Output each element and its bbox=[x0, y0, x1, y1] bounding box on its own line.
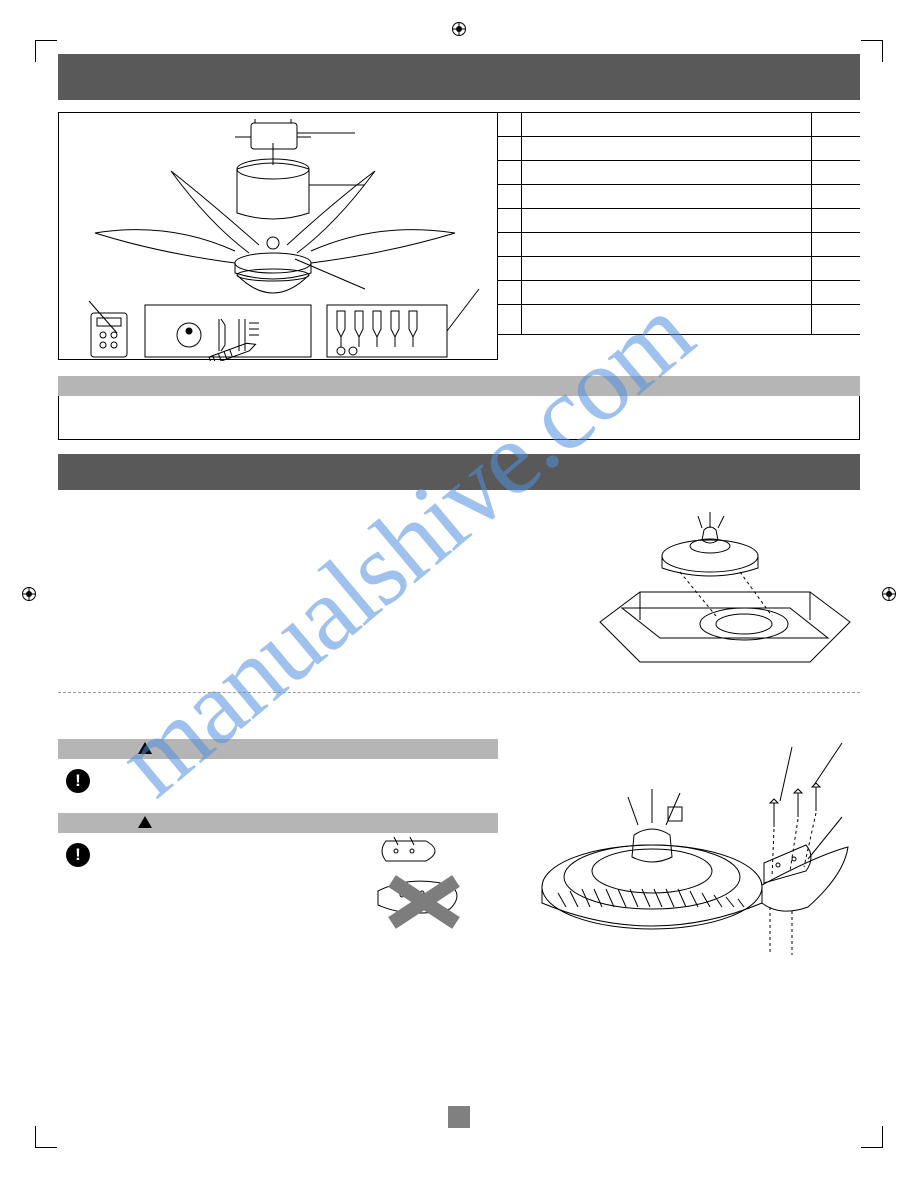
table-cell bbox=[522, 281, 812, 304]
step-1 bbox=[58, 512, 860, 672]
page-content: ! ! bbox=[58, 54, 860, 1128]
page-number-box bbox=[448, 1106, 470, 1128]
warning-header bbox=[58, 739, 498, 759]
table-cell bbox=[812, 257, 860, 280]
safety-info-body bbox=[58, 396, 860, 440]
table-cell bbox=[812, 305, 860, 334]
assembly-bar bbox=[58, 454, 860, 490]
warning-box: ! bbox=[58, 739, 498, 807]
step-1-figure bbox=[580, 512, 860, 672]
step-2: ! ! bbox=[58, 707, 860, 1007]
package-contents-diagram bbox=[58, 112, 498, 360]
exclamation-icon: ! bbox=[66, 843, 90, 867]
table-cell bbox=[522, 257, 812, 280]
table-cell bbox=[522, 137, 812, 160]
table-cell bbox=[498, 161, 522, 184]
table-cell bbox=[498, 281, 522, 304]
caution-box: ! bbox=[58, 813, 498, 891]
package-contents-bar bbox=[58, 54, 860, 100]
table-cell bbox=[522, 113, 812, 136]
table-cell bbox=[812, 233, 860, 256]
table-cell bbox=[812, 281, 860, 304]
warning-triangle-icon bbox=[138, 742, 152, 754]
table-cell bbox=[498, 233, 522, 256]
table-cell bbox=[498, 257, 522, 280]
table-cell bbox=[498, 113, 522, 136]
table-cell bbox=[522, 233, 812, 256]
step-separator bbox=[58, 692, 860, 693]
caution-header bbox=[58, 813, 498, 833]
table-cell bbox=[522, 185, 812, 208]
table-cell bbox=[498, 305, 522, 334]
table-cell bbox=[522, 161, 812, 184]
table-cell bbox=[522, 305, 812, 334]
step-2-figure bbox=[512, 707, 852, 1007]
warning-triangle-icon bbox=[138, 816, 152, 828]
table-cell bbox=[812, 209, 860, 232]
package-contents-block bbox=[58, 112, 860, 360]
safety-info-bar bbox=[58, 376, 860, 396]
table-cell bbox=[498, 209, 522, 232]
step-2-body bbox=[58, 711, 498, 739]
parts-table bbox=[498, 112, 860, 360]
table-cell bbox=[812, 161, 860, 184]
table-cell bbox=[812, 137, 860, 160]
table-cell bbox=[498, 185, 522, 208]
table-cell bbox=[812, 185, 860, 208]
exclamation-icon: ! bbox=[66, 769, 90, 793]
table-cell bbox=[498, 137, 522, 160]
table-cell bbox=[522, 209, 812, 232]
table-cell bbox=[812, 113, 860, 136]
